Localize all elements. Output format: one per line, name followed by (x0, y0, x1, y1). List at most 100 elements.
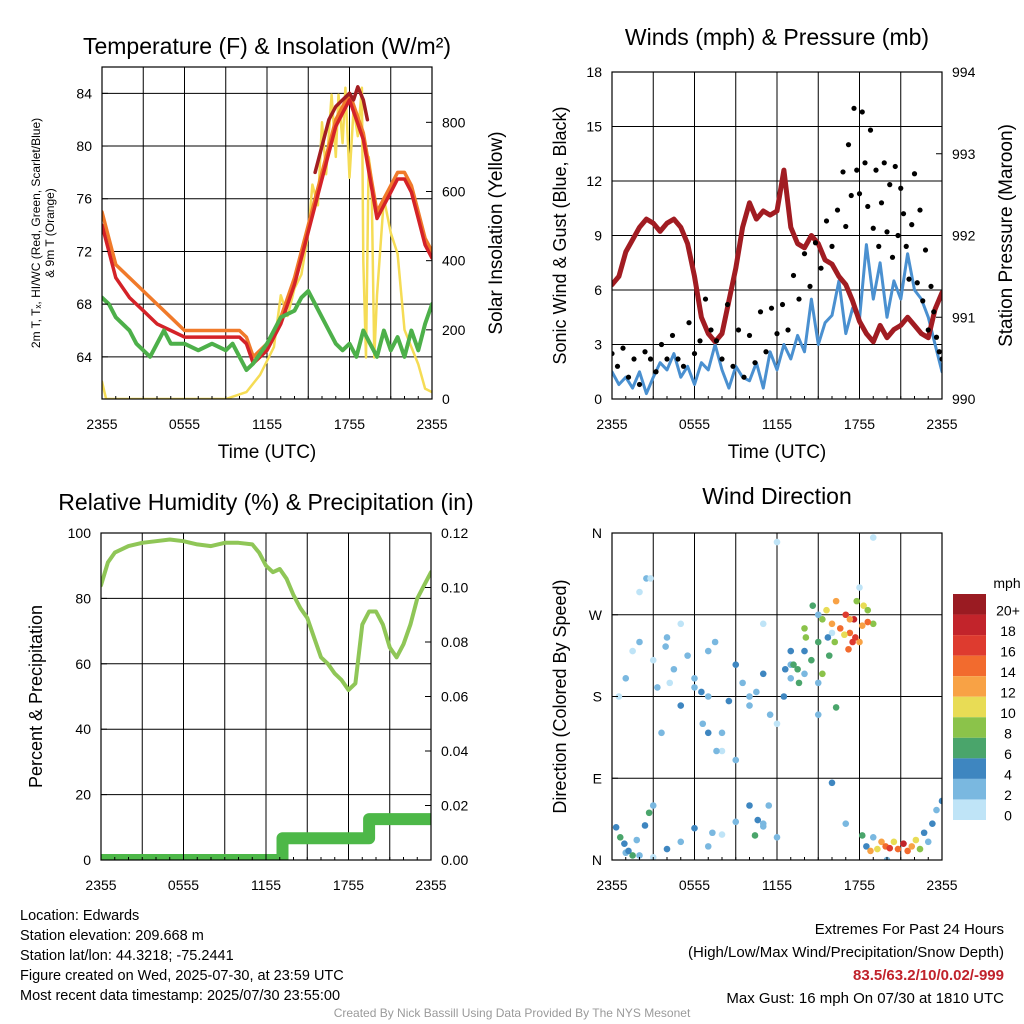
direction-point (790, 661, 797, 669)
y2-tick-label: 400 (442, 253, 466, 269)
direction-point (612, 824, 620, 831)
direction-point (718, 747, 726, 755)
y-tick-label: 72 (76, 243, 92, 259)
x-tick-label: 2355 (86, 416, 117, 432)
y2-tick-label: 0.12 (441, 525, 468, 541)
x-tick-label: 2355 (85, 877, 116, 893)
direction-point (621, 840, 628, 847)
direction-point (641, 822, 649, 829)
direction-point (819, 615, 826, 623)
wind_gust-point (680, 363, 687, 369)
direction-point (842, 820, 850, 827)
colorbar-label: 2 (1004, 787, 1012, 803)
direction-point (825, 652, 833, 659)
x-axis-label: Time (UTC) (728, 442, 827, 463)
colorbar-label: 16 (1000, 643, 1016, 659)
direction-point (663, 634, 671, 641)
colorbar-swatch (953, 655, 986, 677)
direction-point (759, 620, 767, 628)
wind_gust-point (914, 280, 920, 286)
wind_gust-point (843, 223, 849, 230)
direction-point (842, 611, 850, 619)
wind_gust-point (818, 265, 824, 271)
grid (612, 72, 942, 399)
x-tick-label: 1155 (762, 416, 792, 432)
direction-point (622, 675, 630, 682)
direction-point (864, 606, 872, 614)
direction-point (629, 647, 636, 655)
direction-point (666, 679, 674, 687)
direction-point (886, 844, 894, 852)
x-tick-label: 1755 (334, 416, 365, 432)
direction-point (670, 665, 678, 673)
direction-point (819, 670, 826, 678)
y-tick-label: N (592, 525, 602, 541)
y-tick-label: 68 (76, 296, 92, 312)
wind_gust-point (664, 356, 670, 362)
wind_gust-point (642, 349, 648, 355)
wind_gust-point (829, 243, 835, 249)
colorbar-swatch (953, 778, 986, 800)
credit-line: Created By Nick Bassill Using Data Provi… (333, 1006, 691, 1020)
y-tick-label: 76 (76, 191, 92, 207)
wind_gust-point (713, 338, 720, 344)
y2-tick-label: 0.06 (441, 689, 468, 705)
wind_gust-point (881, 160, 887, 166)
direction-point (890, 838, 898, 846)
direction-point (795, 679, 803, 687)
chart-wdir: 2355 0555 1155 1755 2355 N E S W N Wind Direction D… (550, 483, 1021, 893)
x-tick-label: 1755 (844, 416, 875, 432)
y-tick-label: 18 (586, 64, 602, 80)
direction-point (739, 679, 746, 687)
direction-point (856, 638, 863, 646)
direction-point (691, 675, 698, 682)
plot-area (612, 534, 942, 860)
chart-title: Relative Humidity (%) & Precipitation (i… (58, 489, 473, 515)
wind_gust-point (823, 218, 830, 224)
y-tick-label: 80 (76, 138, 92, 154)
y-tick-label: 84 (76, 85, 92, 101)
colorbar-swatch (953, 696, 986, 718)
y2-tick-label: 990 (952, 391, 976, 407)
wind_gust-point (876, 243, 882, 249)
y2-tick-label: 0.08 (441, 634, 468, 650)
colorbar-label: 8 (1004, 726, 1012, 742)
y-tick-label: 100 (68, 525, 92, 541)
direction-point (766, 711, 774, 718)
direction-point (754, 816, 762, 824)
wind_gust-point (925, 327, 931, 333)
wind_gust-point (636, 381, 643, 388)
x-tick-label: 1155 (251, 877, 281, 893)
wind_gust-point (933, 334, 940, 340)
y-axis-label: Sonic Wind & Gust (Blue, Black) (550, 106, 570, 364)
wind_gust-point (708, 327, 714, 333)
direction-point (852, 634, 859, 641)
direction-point (725, 697, 733, 705)
direction-point (814, 611, 822, 619)
direction-point (753, 688, 760, 696)
direction-point (780, 693, 788, 700)
direction-point (649, 853, 657, 860)
direction-point (658, 729, 665, 737)
direction-point (711, 638, 719, 646)
colorbar-swatch (953, 676, 986, 697)
series-wind_gust (612, 105, 942, 388)
direction-point (751, 832, 759, 839)
extremes-values: 83.5/63.2/10/0.02/-999 (853, 967, 1004, 984)
direction-point (867, 847, 874, 855)
y2-tick-label: 0.04 (441, 743, 468, 759)
wind_gust-point (834, 207, 841, 213)
direction-point (858, 832, 866, 839)
max-gust: Max Gust: 16 mph On 07/30 at 1810 UTC (726, 990, 1004, 1007)
figure-created: Figure created on Wed, 2025-07-30, at 23… (20, 968, 344, 984)
wind_gust-point (730, 363, 736, 369)
wind_gust-point (911, 171, 918, 177)
direction-point (654, 684, 661, 691)
chart-title: Winds (mph) & Pressure (mb) (625, 24, 929, 50)
wind_gust-point (878, 200, 885, 206)
wind_gust-point (909, 222, 915, 228)
wind_gust-point (790, 272, 797, 279)
y-axis-label-line: & 9m T (Orange) (43, 188, 57, 278)
chart-title: Temperature (F) & Insolation (W/m²) (83, 33, 451, 59)
colorbar-swatch (953, 717, 986, 738)
